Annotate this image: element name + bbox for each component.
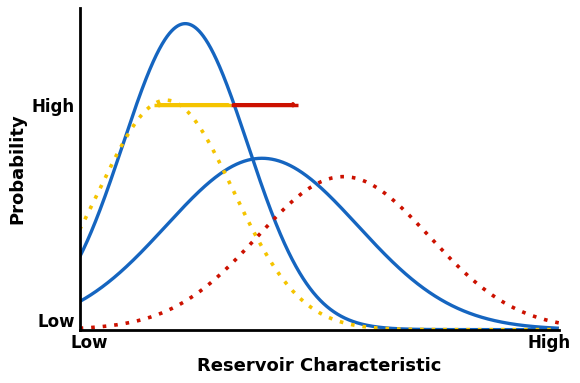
X-axis label: Reservoir Characteristic: Reservoir Characteristic [197, 357, 442, 375]
Y-axis label: Probability: Probability [8, 114, 26, 224]
